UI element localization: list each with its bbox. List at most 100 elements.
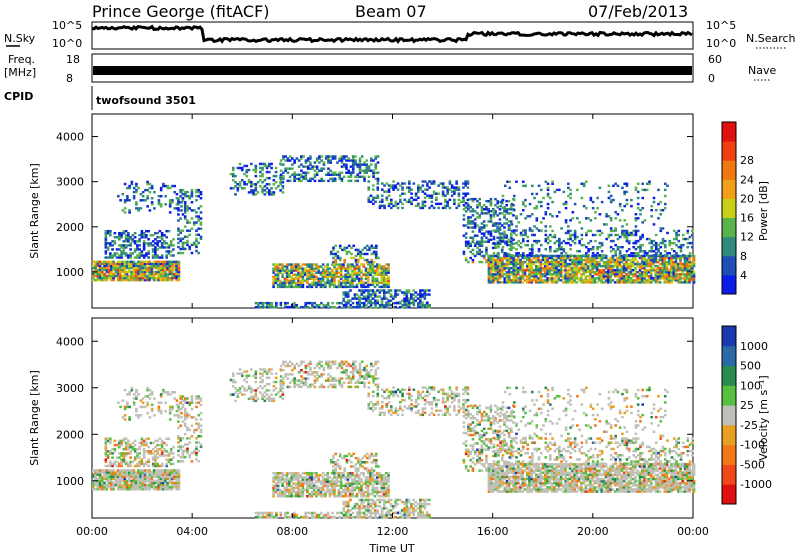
power-cell: [688, 275, 691, 278]
velocity-cell: [163, 454, 166, 457]
power-cell: [268, 301, 271, 305]
power-cell: [405, 299, 409, 302]
power-cell: [567, 225, 570, 228]
power-cell: [175, 260, 178, 264]
power-cell: [274, 273, 278, 276]
power-cell: [351, 167, 355, 170]
velocity-cell: [147, 452, 150, 455]
power-cell: [177, 272, 181, 276]
power-cell: [151, 234, 155, 237]
power-cell: [550, 268, 554, 272]
velocity-cell: [130, 485, 133, 489]
power-cell: [650, 208, 654, 212]
power-cell: [168, 201, 172, 204]
velocity-cell: [159, 393, 163, 396]
velocity-cell: [161, 469, 165, 472]
power-cell: [92, 266, 95, 270]
power-cell: [537, 268, 540, 272]
power-cell: [473, 244, 477, 248]
power-cell: [559, 254, 563, 258]
power-cell: [544, 256, 547, 260]
power-cell: [371, 188, 375, 191]
power-cell: [516, 268, 520, 272]
power-cell: [611, 260, 615, 264]
power-cell: [417, 186, 420, 189]
power-cell: [192, 209, 196, 212]
velocity-cell: [123, 388, 127, 392]
power-cell: [311, 303, 314, 307]
power-cell: [300, 155, 303, 158]
power-cell: [670, 260, 673, 264]
power-cell: [127, 244, 130, 247]
power-cell: [602, 273, 606, 276]
power-cell: [132, 186, 136, 190]
velocity-cell: [148, 473, 151, 476]
power-cell: [179, 247, 182, 251]
y-tick-label: 1000: [56, 266, 84, 279]
power-cell: [414, 192, 418, 195]
velocity-cell: [104, 448, 108, 451]
power-cell: [276, 283, 280, 287]
power-cell: [123, 268, 127, 272]
power-cell: [331, 173, 335, 176]
power-cell: [507, 271, 511, 274]
power-cell: [159, 268, 163, 272]
power-cell: [589, 275, 592, 278]
power-cell: [306, 277, 309, 280]
power-cell: [295, 177, 299, 181]
power-cell: [327, 179, 330, 183]
power-cell: [614, 252, 617, 255]
power-cell: [126, 197, 129, 200]
power-cell: [177, 266, 181, 270]
power-cell: [322, 163, 326, 166]
power-cell: [125, 262, 129, 266]
power-cell: [367, 165, 371, 168]
power-cell: [299, 279, 302, 283]
velocity-cell: [177, 416, 180, 419]
power-cell: [569, 188, 572, 192]
power-cell: [345, 159, 348, 162]
power-cell: [396, 289, 400, 292]
power-cell: [367, 289, 370, 292]
power-cell: [375, 271, 379, 274]
power-cell: [385, 301, 388, 304]
power-cell: [197, 217, 201, 220]
power-cell: [462, 186, 465, 189]
velocity-cell: [136, 448, 139, 451]
power-cell: [324, 265, 327, 268]
power-cell: [324, 305, 328, 309]
power-cell: [146, 262, 149, 266]
power-cell: [512, 266, 516, 270]
power-cell: [372, 175, 375, 179]
power-cell: [127, 234, 130, 237]
power-cell: [319, 271, 323, 274]
power-cell: [603, 223, 606, 226]
power-cell: [130, 262, 133, 266]
power-cell: [573, 231, 577, 235]
power-cell: [665, 281, 669, 284]
power-cell: [654, 281, 658, 284]
power-cell: [515, 180, 518, 183]
power-cell: [128, 186, 131, 190]
power-cell: [575, 262, 579, 266]
velocity-cell: [107, 481, 111, 485]
power-cell: [121, 266, 124, 270]
power-cell: [507, 268, 511, 272]
power-cell: [494, 275, 498, 278]
power-cell: [611, 254, 615, 258]
power-cell: [550, 262, 554, 266]
power-cell: [199, 192, 203, 196]
power-cell: [399, 305, 402, 309]
power-cell: [421, 305, 425, 309]
power-cell: [663, 243, 667, 247]
power-cell: [630, 231, 633, 235]
power-cell: [134, 262, 138, 266]
power-cell: [573, 237, 577, 241]
power-cell: [371, 277, 375, 280]
power-cell: [509, 244, 513, 248]
power-cell: [600, 268, 603, 272]
power-cell: [107, 264, 111, 268]
power-cell: [292, 265, 296, 268]
power-cell: [683, 279, 687, 282]
power-cell: [557, 254, 561, 258]
